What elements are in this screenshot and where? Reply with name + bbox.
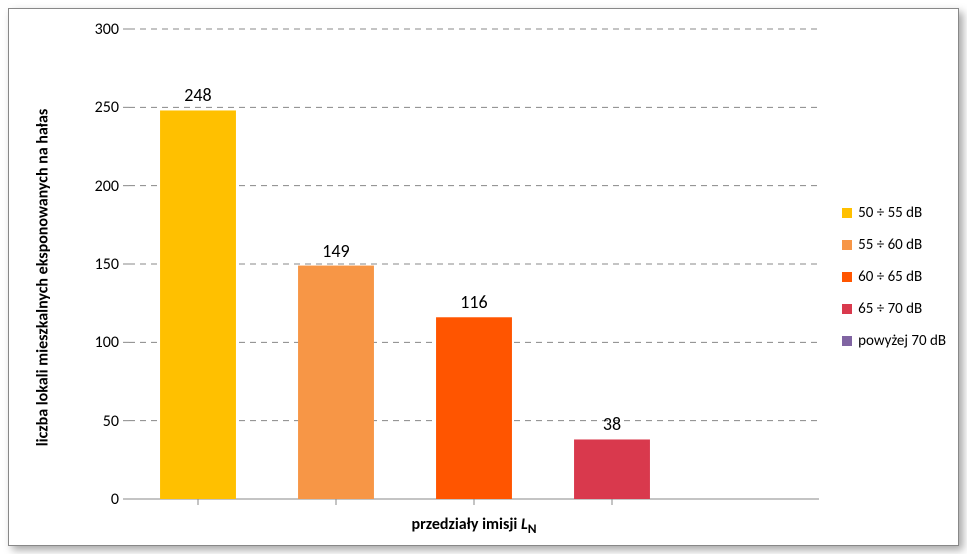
- legend-label: 50 ÷ 55 dB: [858, 204, 922, 222]
- x-axis-title: przedziały imisji LN: [129, 515, 819, 537]
- bar-value-label: 248: [160, 84, 236, 106]
- legend-swatch-icon: [842, 336, 852, 346]
- x-axis-title-subscript: N: [528, 520, 537, 537]
- legend-swatch-icon: [842, 304, 852, 314]
- legend-item: 65 ÷ 70 dB: [842, 300, 946, 318]
- chart-plot-svg: [9, 9, 958, 545]
- bar-value-label: 116: [436, 291, 512, 313]
- y-axis-title: liczba lokali mieszkalnych eksponowanych…: [34, 108, 53, 446]
- legend-swatch-icon: [842, 272, 852, 282]
- bar-value-label: 38: [574, 413, 650, 435]
- y-tick-label: 300: [69, 20, 119, 39]
- y-tick-label: 50: [69, 412, 119, 431]
- legend-label: 60 ÷ 65 dB: [858, 268, 922, 286]
- legend-item: 50 ÷ 55 dB: [842, 204, 946, 222]
- legend-swatch-icon: [842, 240, 852, 250]
- chart-outer: liczba lokali mieszkalnych eksponowanych…: [0, 0, 967, 554]
- legend-label: 65 ÷ 70 dB: [858, 300, 922, 318]
- legend-item: 55 ÷ 60 dB: [842, 236, 946, 254]
- legend-label: 55 ÷ 60 dB: [858, 236, 922, 254]
- chart-frame: liczba lokali mieszkalnych eksponowanych…: [8, 8, 959, 546]
- legend-swatch-icon: [842, 208, 852, 218]
- y-tick-label: 150: [69, 255, 119, 274]
- x-axis-title-prefix: przedziały imisji: [411, 515, 520, 534]
- y-tick-label: 200: [69, 177, 119, 196]
- y-tick-label: 250: [69, 98, 119, 117]
- y-axis-title-wrap: liczba lokali mieszkalnych eksponowanych…: [23, 9, 63, 545]
- legend-item: powyżej 70 dB: [842, 332, 946, 350]
- legend-label: powyżej 70 dB: [858, 332, 946, 350]
- legend-item: 60 ÷ 65 dB: [842, 268, 946, 286]
- x-axis-title-symbol: L: [521, 515, 528, 534]
- y-tick-label: 100: [69, 333, 119, 352]
- legend: 50 ÷ 55 dB 55 ÷ 60 dB 60 ÷ 65 dB 65 ÷ 70 dB…: [842, 9, 946, 545]
- bar-value-label: 149: [298, 240, 374, 262]
- y-tick-label: 0: [69, 490, 119, 509]
